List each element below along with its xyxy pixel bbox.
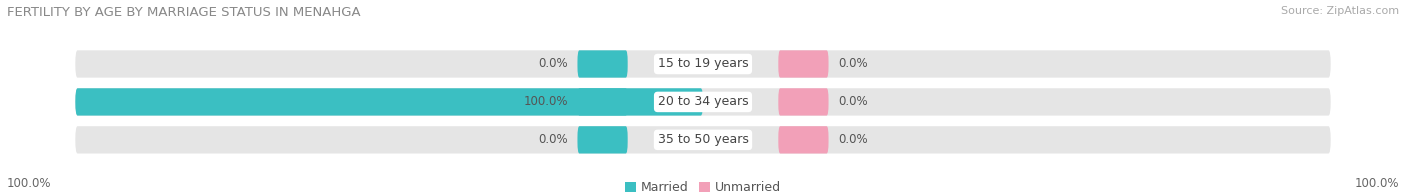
FancyBboxPatch shape [76,88,1330,116]
FancyBboxPatch shape [779,88,828,116]
Text: 100.0%: 100.0% [523,95,568,108]
FancyBboxPatch shape [578,126,627,153]
FancyBboxPatch shape [76,50,1330,78]
Text: 0.0%: 0.0% [538,57,568,71]
Text: 15 to 19 years: 15 to 19 years [658,57,748,71]
Text: 100.0%: 100.0% [7,177,52,190]
FancyBboxPatch shape [779,50,828,78]
FancyBboxPatch shape [578,50,627,78]
FancyBboxPatch shape [76,88,703,116]
Text: 0.0%: 0.0% [838,133,868,146]
FancyBboxPatch shape [779,126,828,153]
FancyBboxPatch shape [578,88,627,116]
Text: FERTILITY BY AGE BY MARRIAGE STATUS IN MENAHGA: FERTILITY BY AGE BY MARRIAGE STATUS IN M… [7,6,361,19]
Text: 20 to 34 years: 20 to 34 years [658,95,748,108]
Text: 100.0%: 100.0% [1354,177,1399,190]
Text: 0.0%: 0.0% [538,133,568,146]
Text: 0.0%: 0.0% [838,57,868,71]
Text: 35 to 50 years: 35 to 50 years [658,133,748,146]
Text: 0.0%: 0.0% [838,95,868,108]
Legend: Married, Unmarried: Married, Unmarried [620,176,786,196]
Text: Source: ZipAtlas.com: Source: ZipAtlas.com [1281,6,1399,16]
FancyBboxPatch shape [76,126,1330,153]
